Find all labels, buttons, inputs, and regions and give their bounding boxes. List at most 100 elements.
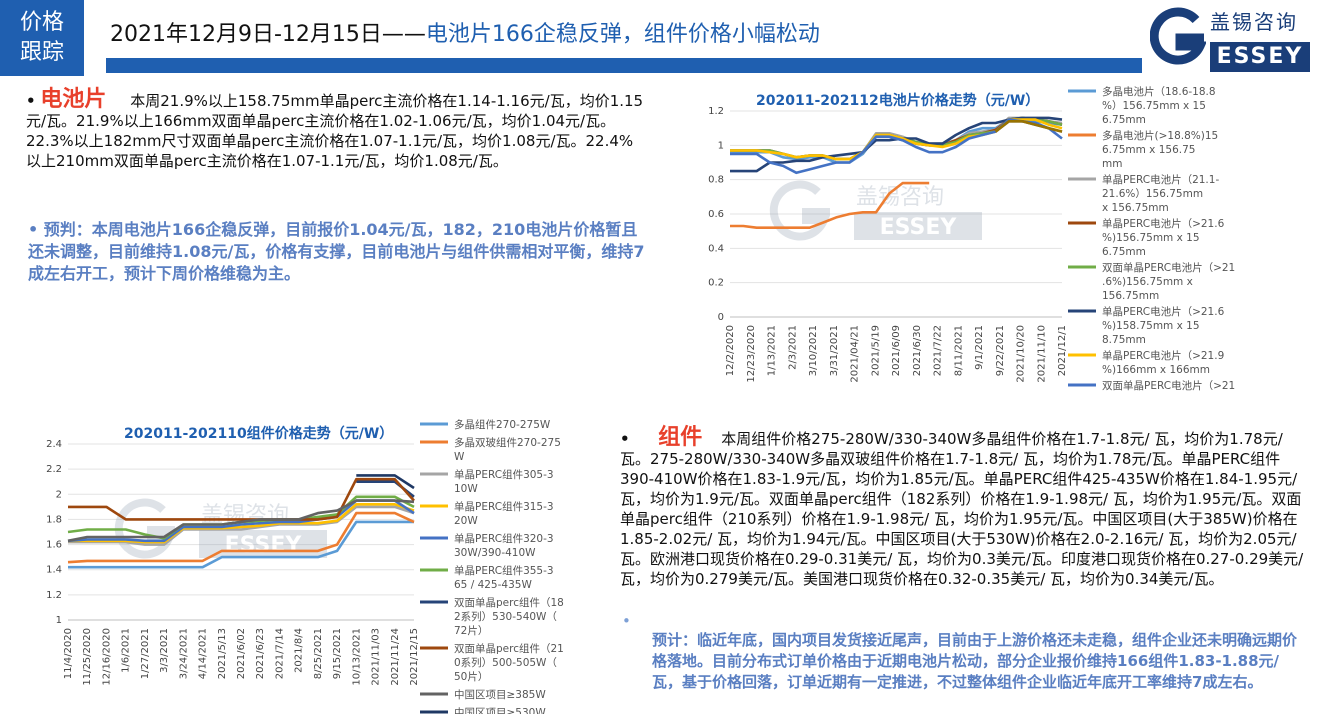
x-tick-label: 2021/7/22 xyxy=(933,325,944,376)
watermark-g-icon xyxy=(114,498,175,559)
series-line xyxy=(356,474,415,490)
y-tick-label: 0.2 xyxy=(708,278,724,289)
legend-entry: 双面单晶PERC电池片（>21.6%)156.75mm x 156.75mm xyxy=(1102,261,1235,302)
x-tick-label: 3/3/2021 xyxy=(159,628,170,673)
legend-entry: 双面单晶PERC电池片（>21.9%)166mm x 166mm xyxy=(1102,379,1235,395)
badge-line2: 跟踪 xyxy=(19,40,64,65)
module-section: • 组件 本周组件价格275-280W/330-340W多晶组件价格在1.7-1… xyxy=(620,425,1310,589)
x-tick-label: 8/25/2021 xyxy=(313,628,324,679)
x-tick-label: 2021/6/23 xyxy=(255,628,266,679)
legend-entry: 单晶PERC电池片（>21.6 %)156.75mm x 15 6.75mm xyxy=(1102,217,1225,258)
x-tick-label: 12/16/2020 xyxy=(101,628,112,686)
x-tick-label: 2021/6/30 xyxy=(912,325,923,376)
title-headline: 电池片166企稳反弹，组件价格小幅松动 xyxy=(425,22,820,47)
x-tick-label: 12/2/2020 xyxy=(725,325,736,376)
y-tick-label: 0 xyxy=(718,312,724,323)
x-tick-label: 11/25/2020 xyxy=(82,628,93,686)
y-tick-label: 1 xyxy=(718,140,724,151)
y-tick-label: 1.4 xyxy=(46,565,62,576)
legend-entry: 单晶PERC组件305-3 10W xyxy=(454,468,554,495)
x-tick-label: 9/1/2021 xyxy=(974,325,985,370)
x-tick-label: 2021/04/21 xyxy=(850,325,861,383)
y-tick-label: 0.6 xyxy=(708,209,724,220)
legend-entry: 中国区项目≥530W xyxy=(454,706,546,714)
legend-entry: 双面单晶perc组件（21 0系列）500-505W（ 50片） xyxy=(454,642,564,683)
x-tick-label: 2021/11/03 xyxy=(371,628,382,686)
title-date-range: 2021年12月9日-12月15日—— xyxy=(110,22,426,47)
module-bullet-2: • xyxy=(622,612,631,630)
watermark-en-bg xyxy=(199,530,327,558)
gessey-logo: G 盖锡咨询 ESSEY xyxy=(1150,6,1322,76)
price-tracking-badge: 价格 跟踪 xyxy=(0,0,84,76)
badge-line1: 价格 xyxy=(19,10,64,35)
x-tick-label: 2021/6/09 xyxy=(891,325,902,376)
x-tick-label: 3/31/2021 xyxy=(829,325,840,376)
series-line xyxy=(68,520,414,569)
series-line xyxy=(67,511,415,564)
legend-entry: 多晶电池片（18.6-18.8 %）156.75mm x 15 6.75mm xyxy=(1102,85,1216,126)
cell-bullet: • xyxy=(26,92,36,110)
x-tick-label: 1/6/2021 xyxy=(121,628,132,673)
x-tick-label: 3/10/2021 xyxy=(808,325,819,376)
x-tick-label: 2021/6/02 xyxy=(236,628,247,679)
watermark: 盖锡咨询 ESSEY xyxy=(769,180,982,241)
x-tick-label: 2021/11/10 xyxy=(1036,325,1047,383)
legend-entry: 单晶PERC组件315-3 20W xyxy=(454,500,554,527)
y-tick-label: 2 xyxy=(56,489,62,500)
legend-entry: 单晶PERC电池片（21.1-21.6%）156.75mm x 156.75mm xyxy=(1102,173,1219,214)
x-tick-label: 4/14/2021 xyxy=(198,628,209,679)
x-tick-label: 3/24/2021 xyxy=(178,628,189,679)
x-tick-label: 2/3/2021 xyxy=(787,325,798,370)
logo-cn-text: 盖锡咨询 xyxy=(1210,10,1298,34)
cell-price-chart: 202011-202112电池片价格走势（元/W） 0 0.2 0.4 0.6 0.8 1 1… xyxy=(708,85,1235,395)
x-tick-label: 8/11/2021 xyxy=(953,325,964,376)
legend-entry: 多晶电池片(>18.8%)15 6.75mm x 156.75 mm xyxy=(1102,129,1218,170)
watermark-en: ESSEY xyxy=(880,215,958,240)
series-line xyxy=(730,118,1063,164)
x-tick-label: 11/4/2020 xyxy=(63,628,74,679)
watermark-en-bg xyxy=(854,212,982,240)
x-tick-label: 2021/7/14 xyxy=(274,628,285,679)
watermark-g-icon xyxy=(769,180,830,241)
x-tick-label: 2021/11/24 xyxy=(390,628,401,686)
module-forecast: 预计：临近年底，国内项目发货接近尾声，目前由于上游价格还未走稳，组件企业还未明确… xyxy=(652,631,1298,691)
x-tick-label: 2021/12/1 xyxy=(1057,325,1068,376)
legend-entry: 单晶PERC电池片（>21.9 %)166mm x 166mm xyxy=(1102,349,1224,376)
x-tick-label: 12/23/2020 xyxy=(746,325,757,383)
module-heading: 组件 xyxy=(658,425,703,450)
cell-body: 本周21.9%以上158.75mm单晶perc主流价格在1.14-1.16元/瓦… xyxy=(26,92,644,170)
cell-section: • 电池片 本周21.9%以上158.75mm单晶perc主流价格在1.14-1… xyxy=(26,87,646,171)
y-tick-label: 0.4 xyxy=(708,243,724,254)
y-tick-label: 1.2 xyxy=(708,106,724,117)
series-line xyxy=(994,120,1063,133)
y-tick-label: 2.4 xyxy=(46,439,62,450)
x-tick-label: 2021/8/4 xyxy=(294,628,305,673)
watermark-cn: 盖锡咨询 xyxy=(856,185,944,210)
x-tick-label: 2021/12/15 xyxy=(409,628,420,686)
series-line xyxy=(67,499,415,543)
title-rule xyxy=(106,58,1142,73)
page-title: 2021年12月9日-12月15日——电池片166企稳反弹，组件价格小幅松动 xyxy=(110,16,820,48)
y-tick-label: 0.8 xyxy=(708,175,724,186)
legend-entry: 单晶PERC电池片（>21.6 %)158.75mm x 15 8.75mm xyxy=(1102,305,1225,346)
series-line xyxy=(730,181,930,229)
chart-title: 202011-202110组件价格走势（元/W） xyxy=(124,425,393,442)
x-tick-label: 1/13/2021 xyxy=(767,325,778,376)
g-logo-icon: G xyxy=(1150,7,1206,65)
series-line xyxy=(730,116,1063,173)
module-bullet: • xyxy=(620,430,630,448)
legend-entry: 双面单晶perc组件（18 2系列）530-540W（ 72片） xyxy=(454,596,564,637)
y-tick-label: 1 xyxy=(56,615,62,626)
legend-entry: 多晶组件270-275W xyxy=(454,418,551,431)
legend-entry: 中国区项目≥385W xyxy=(454,688,546,701)
watermark-en: ESSEY xyxy=(225,533,303,558)
x-tick-label: 9/22/2021 xyxy=(995,325,1006,376)
legend-entry: 单晶PERC组件355-3 65 / 425-435W xyxy=(454,564,554,591)
cell-forecast: • 预判：本周电池片166企稳反弹，目前报价1.04元/瓦，182，210电池片… xyxy=(28,220,645,283)
cell-heading: 电池片 xyxy=(40,87,107,112)
legend-entry: 多晶双玻组件270-275 W xyxy=(454,436,561,463)
x-tick-label: 2021/10/20 xyxy=(1016,325,1027,383)
logo-en-text: ESSEY xyxy=(1210,42,1310,72)
x-tick-label: 10/13/2021 xyxy=(351,628,362,686)
module-price-chart: 202011-202110组件价格走势（元/W） 1 1.2 1.4 1.6 1.8 2 2.… xyxy=(46,418,564,714)
